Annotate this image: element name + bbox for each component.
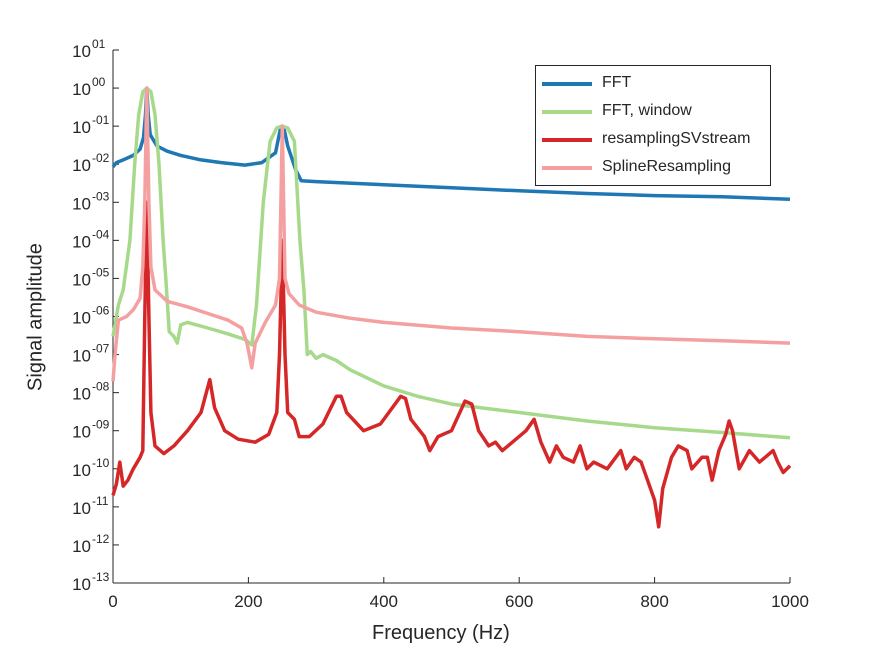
legend-swatch-fft: [542, 82, 592, 86]
y-tick-label: 10: [72, 461, 91, 480]
legend-swatch-fft-window: [542, 110, 592, 114]
series-line-resamplingsvstream: [111, 200, 792, 529]
y-tick-label: 10: [72, 194, 91, 213]
y-tick-exponent: -02: [92, 151, 110, 165]
y-tick-label: 10: [72, 80, 91, 99]
legend-swatch-resampling-svstream: [542, 138, 592, 142]
legend-label-spline-resampling: SplineResampling: [602, 158, 731, 175]
x-tick-label: 600: [505, 592, 533, 611]
y-tick-label: 10: [72, 42, 91, 61]
legend-item-spline-resampling: SplineResampling: [536, 155, 770, 179]
y-tick-exponent: -07: [92, 342, 110, 356]
y-tick-label: 10: [72, 499, 91, 518]
series-line-fft: [111, 86, 791, 202]
y-tick-label: 10: [72, 385, 91, 404]
y-tick-exponent: -06: [92, 304, 110, 318]
x-tick-label: 0: [108, 592, 117, 611]
y-tick-exponent: -03: [92, 189, 110, 203]
x-tick-label: 200: [234, 592, 262, 611]
legend-item-fft-window: FFT, window: [536, 99, 770, 123]
y-tick-label: 10: [72, 118, 91, 137]
legend-label-fft-window: FFT, window: [602, 102, 692, 119]
x-tick-label: 800: [640, 592, 668, 611]
y-tick-label: 10: [72, 423, 91, 442]
y-tick-exponent: -04: [92, 227, 110, 241]
legend-label-resampling-svstream: resamplingSVstream: [602, 130, 751, 147]
y-tick-label: 10: [72, 156, 91, 175]
x-tick-label: 400: [370, 592, 398, 611]
y-tick-label: 10: [72, 537, 91, 556]
x-axis-title: Frequency (Hz): [372, 622, 510, 644]
legend-label-fft: FFT: [602, 74, 632, 91]
y-tick-label: 10: [72, 232, 91, 251]
y-tick-label: 10: [72, 270, 91, 289]
y-tick-label: 10: [72, 575, 91, 594]
y-tick-label: 10: [72, 309, 91, 328]
legend: FFT FFT, window resamplingSVstream Splin…: [535, 65, 771, 186]
y-tick-exponent: -09: [92, 418, 110, 432]
x-tick-label: 1000: [771, 592, 809, 611]
legend-item-resampling-svstream: resamplingSVstream: [536, 127, 770, 151]
y-tick-exponent: -12: [92, 532, 110, 546]
y-tick-exponent: -08: [92, 380, 110, 394]
y-tick-exponent: -11: [92, 494, 109, 508]
series-lines: [111, 86, 792, 529]
legend-swatch-spline-resampling: [542, 166, 592, 170]
y-tick-exponent: -01: [92, 113, 110, 127]
y-axis-title: Signal amplitude: [24, 243, 47, 391]
y-tick-exponent: -05: [92, 265, 110, 279]
y-tick-exponent: 01: [92, 37, 106, 51]
y-tick-label: 10: [72, 347, 91, 366]
legend-item-fft: FFT: [536, 71, 770, 95]
series-line-splineresampling: [111, 86, 791, 382]
y-tick-exponent: -13: [92, 570, 110, 584]
y-tick-exponent: 00: [92, 75, 106, 89]
y-tick-exponent: -10: [92, 456, 110, 470]
